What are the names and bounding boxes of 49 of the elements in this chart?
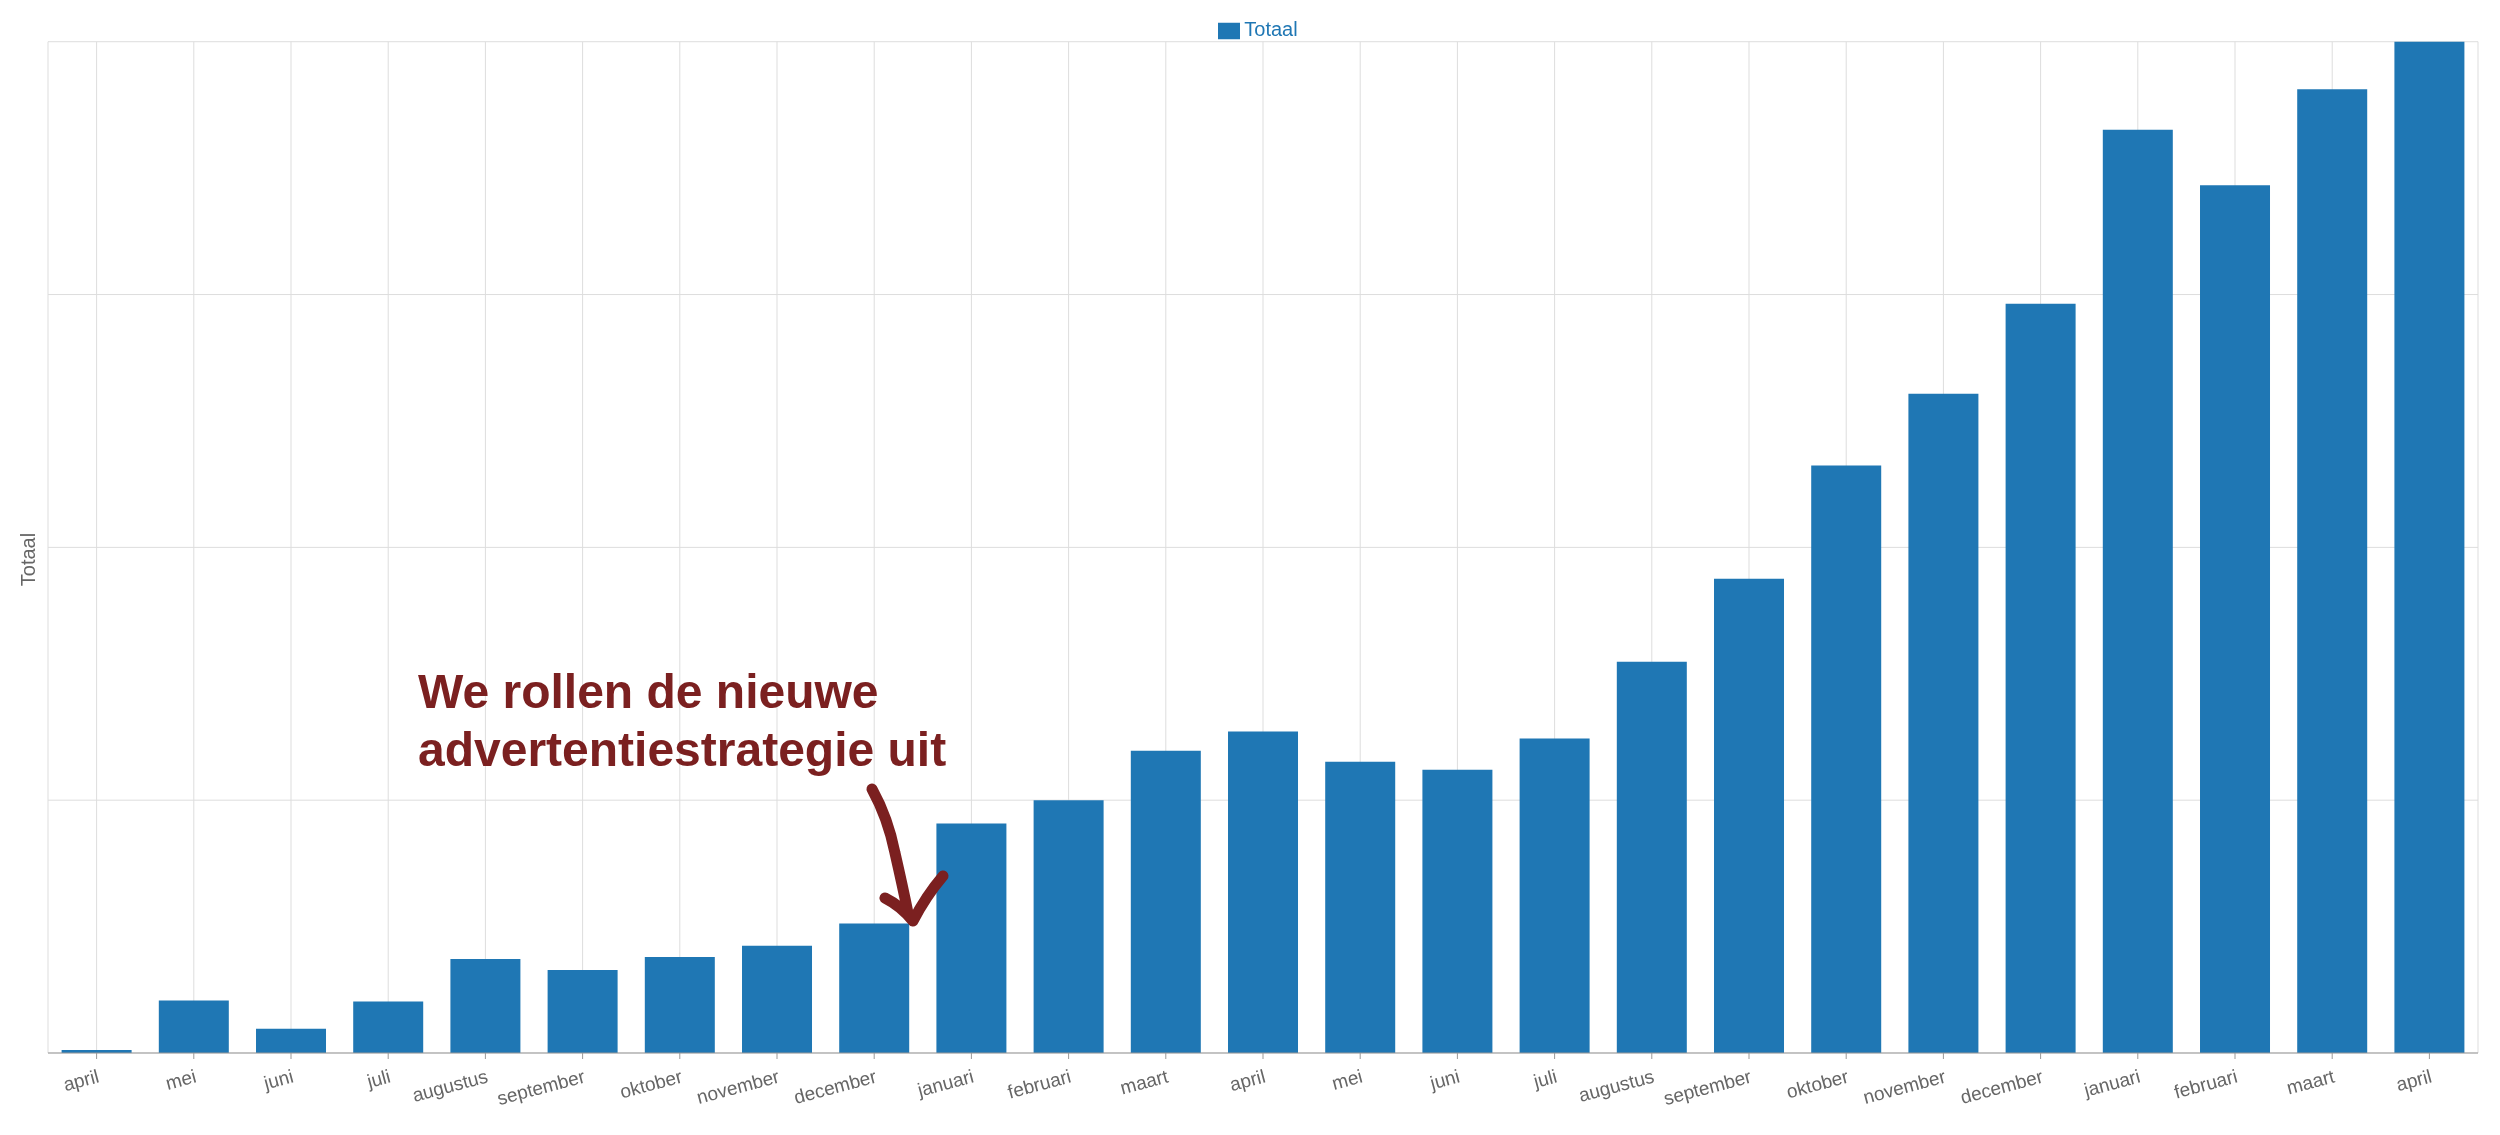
bar xyxy=(256,1028,327,1053)
legend-label: Totaal xyxy=(1244,18,1298,40)
bar xyxy=(1811,465,1882,1053)
x-tick-label: juni xyxy=(1426,1065,1462,1094)
bar xyxy=(1714,578,1785,1053)
bar xyxy=(742,945,813,1053)
x-tick-label: november xyxy=(1860,1065,1949,1108)
bar xyxy=(547,970,618,1053)
bar xyxy=(2102,129,2173,1053)
x-tick-label: juli xyxy=(363,1065,393,1093)
x-tick-label: juli xyxy=(1530,1065,1560,1093)
x-tick-label: januari xyxy=(2080,1065,2143,1101)
x-tick-label: maart xyxy=(1117,1065,1172,1099)
x-tick-label: februari xyxy=(1005,1065,1074,1103)
x-tick-label: december xyxy=(1958,1065,2046,1108)
x-tick-label: april xyxy=(2393,1065,2434,1096)
bar xyxy=(1228,731,1299,1053)
x-tick-label: april xyxy=(61,1065,102,1096)
bar xyxy=(158,1000,229,1053)
bar xyxy=(2297,89,2368,1053)
bar xyxy=(644,956,715,1053)
bar xyxy=(450,958,521,1053)
bar xyxy=(1422,769,1493,1053)
x-tick-label: april xyxy=(1227,1065,1268,1096)
bar xyxy=(936,823,1007,1053)
bar xyxy=(2394,41,2465,1053)
bar xyxy=(1908,393,1979,1053)
x-tick-label: oktober xyxy=(617,1065,685,1103)
y-axis-title: Totaal xyxy=(16,531,40,589)
bar xyxy=(2200,185,2271,1053)
x-tick-label: juni xyxy=(260,1065,296,1094)
x-tick-label: oktober xyxy=(1784,1065,1852,1103)
x-tick-label: december xyxy=(791,1065,880,1108)
bar xyxy=(1519,738,1590,1053)
x-tick-label: mei xyxy=(163,1065,199,1094)
x-tick-label: januari xyxy=(914,1065,976,1101)
bar xyxy=(1325,761,1396,1053)
x-tick-label: maart xyxy=(2284,1065,2338,1099)
x-tick-label: augustus xyxy=(1576,1065,1657,1106)
bar xyxy=(2005,303,2076,1053)
x-tick-label: november xyxy=(694,1065,783,1108)
bar xyxy=(1130,750,1201,1053)
annotation: We rollen de nieuwe advertentiestrategie uit xyxy=(418,664,948,778)
x-tick-label: augustus xyxy=(409,1065,490,1106)
bar xyxy=(1616,661,1687,1053)
x-tick-label: mei xyxy=(1329,1065,1365,1094)
bar xyxy=(353,1001,424,1053)
bar xyxy=(1033,800,1104,1053)
x-tick-label: februari xyxy=(2171,1065,2240,1103)
